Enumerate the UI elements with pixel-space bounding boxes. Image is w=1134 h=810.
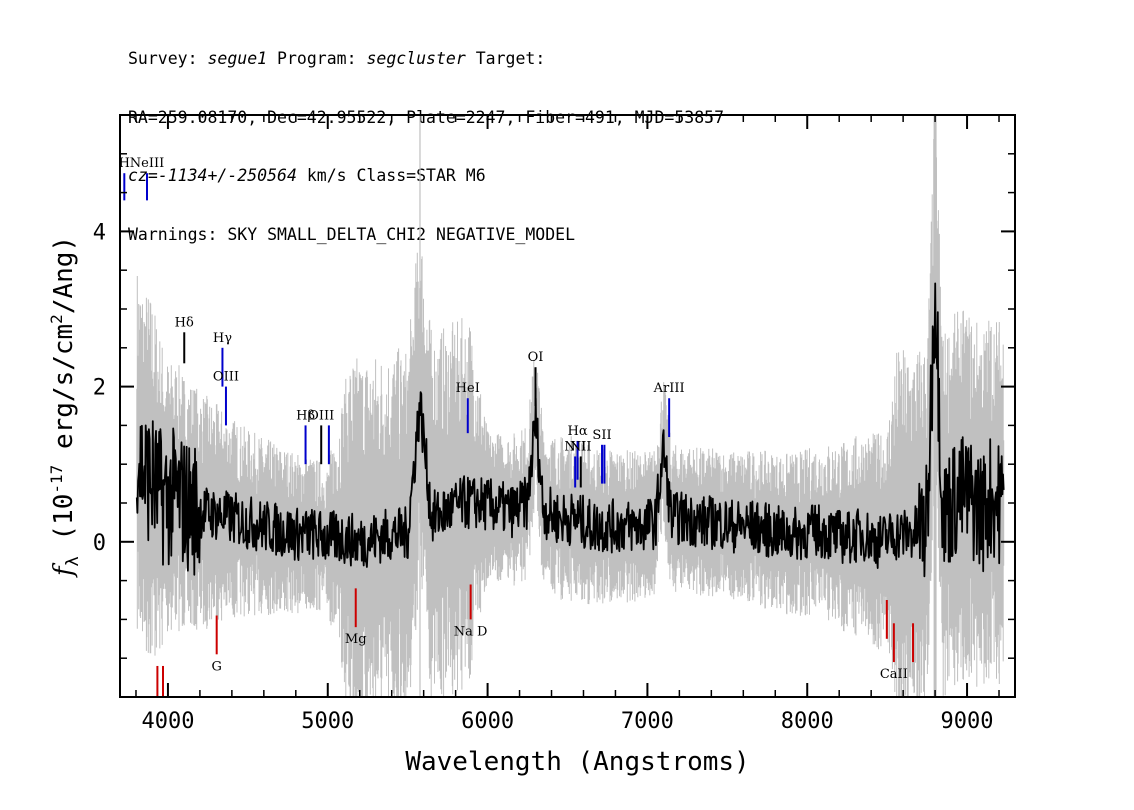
absorption-line-label: CaII xyxy=(880,667,908,682)
x-tick-label: 5000 xyxy=(301,709,354,734)
y-title-part2: erg/s/cm xyxy=(49,324,79,465)
emission-line-label: NeIII xyxy=(130,156,164,171)
cz-value: -1134+/-250564 xyxy=(157,166,297,185)
absorption-line-label: Mg xyxy=(345,632,367,647)
program-value: segcluster xyxy=(366,49,466,68)
x-tick-label: 9000 xyxy=(941,709,994,734)
y-axis-title-text: fλ (10-17 erg/s/cm2/Ang) xyxy=(47,236,83,578)
program-label: Program: xyxy=(277,49,357,68)
y-title-sq: 2 xyxy=(47,314,66,324)
x-tick-label: 8000 xyxy=(781,709,834,734)
header-line-4: Warnings: SKY SMALL_DELTA_CHI2 NEGATIVE_… xyxy=(128,224,576,244)
y-title-exp: -17 xyxy=(47,465,66,494)
x-tick-label: 4000 xyxy=(141,709,194,734)
axis-ticks-layer: 4000 5000 6000 7000 8000 9000 0 2 4 xyxy=(93,115,1015,734)
absorption-line-label: G xyxy=(211,659,221,674)
y-title-lambda: λ xyxy=(63,556,83,566)
y-title-part3: /Ang) xyxy=(49,236,79,314)
header-line-3: cz=-1134+/-250564 km/s Class=STAR M6 xyxy=(128,166,724,186)
sky-lines-layer xyxy=(419,115,937,697)
header-line-2: RA=259.08170, Dec=42.95522, Plate=2247, … xyxy=(128,107,725,127)
x-tick-label: 7000 xyxy=(621,709,674,734)
absorption-line-label: Na D xyxy=(454,624,488,639)
plot-frame xyxy=(119,114,1016,698)
x-axis-title: Wavelength (Angstroms) xyxy=(405,747,749,777)
header-line-1: Survey: segue1 Program: segcluster Targe… xyxy=(128,49,724,69)
survey-label: Survey: xyxy=(128,49,198,68)
noise-series-layer xyxy=(136,115,1005,697)
target-label: Target: xyxy=(475,49,546,68)
y-tick-label: 2 xyxy=(93,376,106,401)
y-tick-label: 0 xyxy=(93,531,106,556)
noise-series xyxy=(136,115,1005,697)
y-tick-label: 4 xyxy=(93,220,106,245)
emission-line-label: NII xyxy=(564,439,586,454)
spectral-lines-layer: H NeIIIHδHγOIIIHβOIIIHeIOINIIHαNIISIIArII… xyxy=(119,156,915,697)
x-tick-label: 6000 xyxy=(461,709,514,734)
emission-line-label: Hγ xyxy=(213,331,232,346)
emission-line-label: Hα xyxy=(568,424,588,439)
emission-line-label: HeI xyxy=(456,381,480,396)
y-axis-title: fλ (10-17 erg/s/cm2/Ang) xyxy=(47,236,83,578)
cz-unit-class: km/s Class=STAR M6 xyxy=(296,166,486,185)
flux-series-layer xyxy=(135,282,1005,578)
flux-series xyxy=(135,282,1005,578)
spectrum-header: Survey: segue1 Program: segcluster Targe… xyxy=(128,10,724,264)
survey-value: segue1 xyxy=(207,49,268,68)
emission-line-label: SII xyxy=(592,428,611,443)
emission-line-label: OIII xyxy=(308,408,334,423)
emission-line-label: Hδ xyxy=(175,315,194,330)
emission-line-label: Hβ xyxy=(296,408,315,423)
emission-line-label: NII xyxy=(570,439,592,454)
emission-line-label: OI xyxy=(528,350,544,365)
emission-line-label: H xyxy=(119,156,130,171)
y-title-part1: (10 xyxy=(49,494,79,557)
emission-line-label: ArIII xyxy=(653,381,685,396)
cz-label: cz= xyxy=(128,166,158,185)
emission-line-label: OIII xyxy=(213,370,239,385)
